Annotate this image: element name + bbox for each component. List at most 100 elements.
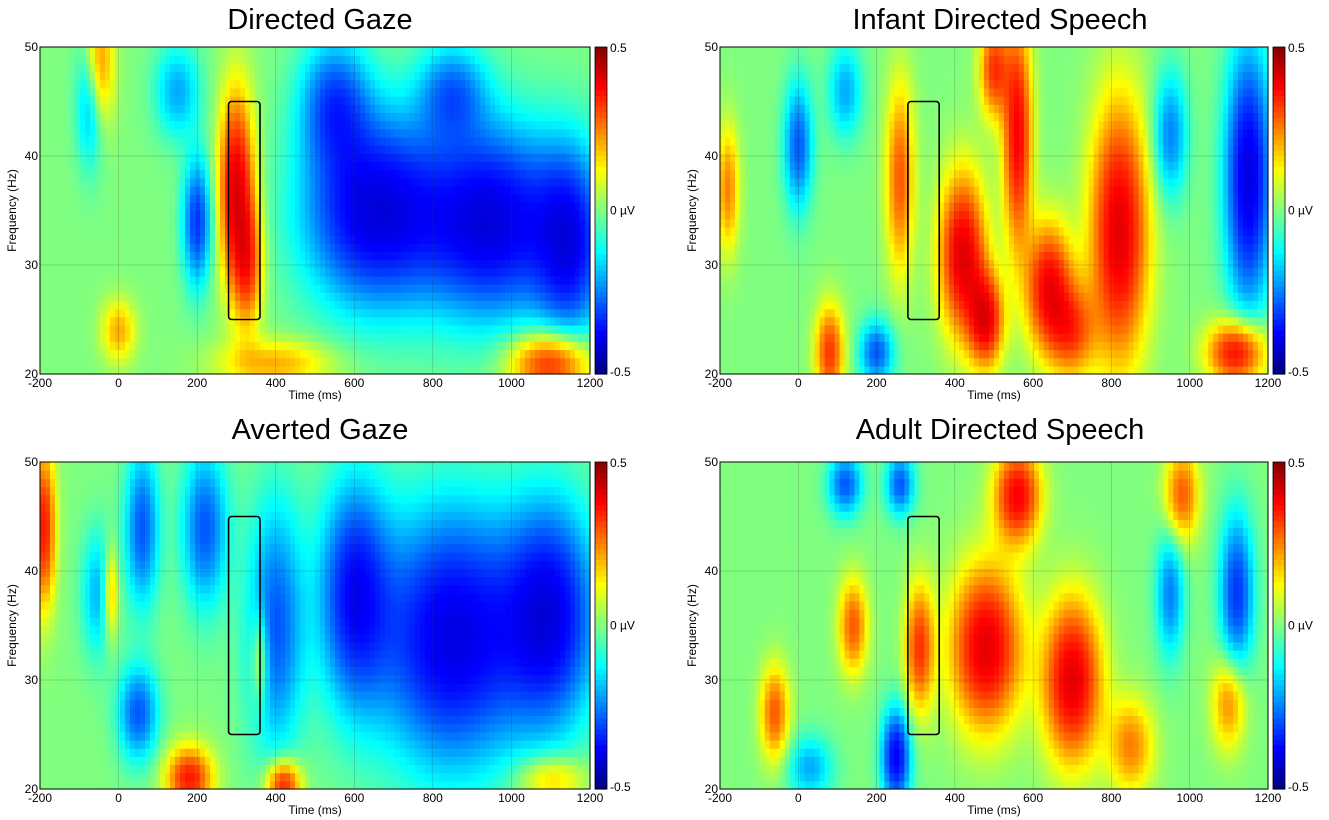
- heatmap-cell: [295, 324, 301, 334]
- heatmap-cell: [415, 300, 421, 310]
- heatmap-cell: [744, 341, 751, 351]
- heatmap-cell: [410, 235, 416, 244]
- heatmap-cell: [475, 161, 481, 171]
- heatmap-cell: [455, 47, 461, 56]
- heatmap-cell: [575, 104, 581, 113]
- heatmap-cell: [130, 349, 136, 359]
- heatmap-cell: [200, 136, 206, 146]
- heatmap-cell: [390, 259, 396, 269]
- heatmap-cell: [540, 365, 546, 375]
- heatmap-cell: [739, 185, 746, 195]
- heatmap-cell: [290, 177, 296, 187]
- heatmap-cell: [475, 47, 481, 56]
- heatmap-cell: [80, 153, 86, 163]
- heatmap-cell: [245, 194, 251, 203]
- heatmap-cell: [90, 259, 96, 269]
- heatmap-cell: [485, 145, 491, 154]
- heatmap-cell: [230, 202, 236, 212]
- heatmap-cell: [385, 226, 391, 236]
- heatmap-cell: [265, 316, 271, 326]
- heatmap-cell: [115, 55, 121, 64]
- heatmap-cell: [70, 169, 76, 179]
- heatmap-cell: [95, 243, 101, 252]
- heatmap-cell: [370, 202, 376, 212]
- heatmap-cell: [415, 202, 421, 212]
- heatmap-cell: [115, 284, 121, 293]
- heatmap-cell: [774, 218, 781, 228]
- heatmap-cell: [160, 284, 166, 293]
- heatmap-cell: [570, 120, 576, 130]
- heatmap-cell: [160, 324, 166, 334]
- heatmap-cell: [774, 267, 781, 277]
- heatmap-cell: [749, 63, 756, 73]
- heatmap-cell: [774, 292, 781, 302]
- heatmap-cell: [295, 226, 301, 236]
- heatmap-cell: [500, 177, 506, 187]
- heatmap-cell: [225, 324, 231, 334]
- heatmap-cell: [724, 284, 731, 293]
- heatmap-cell: [455, 136, 461, 146]
- heatmap-cell: [360, 275, 366, 285]
- heatmap-cell: [60, 161, 66, 171]
- heatmap-cell: [470, 349, 476, 359]
- heatmap-cell: [220, 185, 226, 195]
- heatmap-cell: [180, 47, 186, 56]
- heatmap-cell: [120, 308, 126, 318]
- colorbar-segment: [595, 101, 607, 108]
- y-tick-label: 20: [25, 367, 39, 381]
- heatmap-cell: [280, 128, 286, 138]
- heatmap-cell: [220, 357, 226, 367]
- heatmap-cell: [450, 136, 456, 146]
- heatmap-cell: [80, 292, 86, 302]
- heatmap-cell: [490, 357, 496, 367]
- colorbar-segment: [595, 319, 607, 326]
- heatmap-cell: [360, 71, 366, 81]
- heatmap-cell: [220, 79, 226, 89]
- heatmap-cell: [55, 194, 61, 203]
- heatmap-cell: [80, 79, 86, 89]
- heatmap-cell: [370, 96, 376, 105]
- heatmap-cell: [724, 71, 731, 81]
- heatmap-cell: [450, 153, 456, 163]
- heatmap-cell: [185, 300, 191, 310]
- heatmap-cell: [315, 365, 321, 375]
- heatmap-cell: [70, 87, 76, 97]
- heatmap-cell: [210, 210, 216, 220]
- heatmap-cell: [724, 324, 731, 334]
- heatmap-cell: [560, 185, 566, 195]
- heatmap-cell: [435, 292, 441, 302]
- heatmap-cell: [300, 104, 306, 113]
- heatmap-cell: [470, 259, 476, 269]
- heatmap-cell: [255, 161, 261, 171]
- heatmap-cell: [65, 218, 71, 228]
- heatmap-cell: [470, 365, 476, 375]
- heatmap-cell: [545, 104, 551, 113]
- heatmap-cell: [739, 87, 746, 97]
- heatmap-cell: [425, 275, 431, 285]
- heatmap-cell: [540, 194, 546, 203]
- heatmap-cell: [405, 251, 411, 261]
- heatmap-cell: [315, 47, 321, 56]
- heatmap-cell: [190, 185, 196, 195]
- heatmap-cell: [475, 292, 481, 302]
- heatmap-cell: [105, 251, 111, 261]
- heatmap-cell: [210, 161, 216, 171]
- heatmap-cell: [220, 47, 226, 56]
- heatmap-cell: [739, 177, 746, 187]
- heatmap-cell: [410, 202, 416, 212]
- heatmap-cell: [45, 259, 51, 269]
- heatmap-cell: [40, 153, 46, 163]
- heatmap-cell: [520, 267, 526, 277]
- heatmap-cell: [275, 341, 281, 351]
- heatmap-cell: [420, 357, 426, 367]
- heatmap-cell: [40, 136, 46, 146]
- heatmap-cell: [90, 235, 96, 244]
- heatmap-cell: [330, 365, 336, 375]
- heatmap-cell: [460, 128, 466, 138]
- heatmap-cell: [515, 226, 521, 236]
- heatmap-cell: [110, 128, 116, 138]
- heatmap-cell: [200, 235, 206, 244]
- heatmap-cell: [360, 96, 366, 105]
- heatmap-cell: [350, 202, 356, 212]
